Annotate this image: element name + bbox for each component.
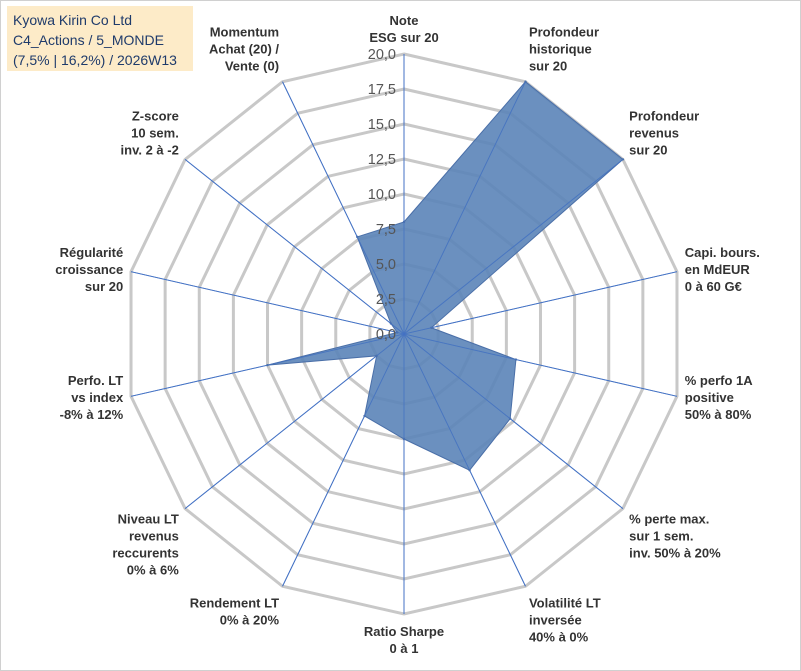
axis-label-line: revenus <box>629 125 679 140</box>
axis-label-line: vs index <box>71 390 124 405</box>
tick-label: 7,5 <box>376 222 396 238</box>
axis-label: % perfo 1A positive 50% à 80% <box>685 373 754 422</box>
axis-label-line: ESG sur 20 <box>369 30 438 45</box>
axis-label-line: 40% à 0% <box>529 629 589 644</box>
axis-label: Momentum Achat (20) / Vente (0) <box>209 25 279 74</box>
axis-label-line: % perte max. <box>629 512 709 527</box>
axis-label: % perte max. sur 1 sem. inv. 50% à 20% <box>629 512 721 561</box>
tick-label: 20,0 <box>368 47 396 63</box>
tick-label: 10,0 <box>368 187 396 203</box>
axis-spoke-overlay <box>403 333 678 397</box>
axis-label-line: Vente (0) <box>225 59 279 74</box>
axis-label-line: 50% à 80% <box>685 407 752 422</box>
tick-label: 2,5 <box>376 292 396 308</box>
axis-label-line: Volatilité LT <box>529 595 601 610</box>
axis-label-line: sur 20 <box>85 279 123 294</box>
axis-label: Volatilité LT inversée 40% à 0% <box>529 595 601 644</box>
weights-week-label: (7,5% | 16,2%) / 2026W13 <box>13 52 177 68</box>
axis-label-line: Régularité <box>60 245 124 260</box>
axis-label-line: Rendement LT <box>190 595 279 610</box>
axis-label-line: inversée <box>529 612 582 627</box>
axis-label: Rendement LT 0% à 20% <box>190 595 280 627</box>
series-area <box>267 81 624 471</box>
axis-label: Z-score 10 sem. inv. 2 à -2 <box>121 108 179 157</box>
axis-label-line: historique <box>529 42 592 57</box>
category-label: C4_Actions / 5_MONDE <box>13 32 164 48</box>
axis-label-line: Momentum <box>210 25 279 40</box>
axis-label-line: reccurents <box>112 546 178 561</box>
axis-label-line: Note <box>390 13 419 28</box>
axis-spoke-overlay <box>282 333 405 587</box>
axis-label-line: revenus <box>129 529 179 544</box>
axis-spoke-overlay <box>130 271 405 335</box>
axis-label-line: Achat (20) / <box>209 42 279 57</box>
axis-label: Note ESG sur 20 <box>369 13 438 45</box>
axis-label-line: % perfo 1A <box>685 373 754 388</box>
axis-label: Perfo. LT vs index -8% à 12% <box>60 373 124 422</box>
axis-label-line: -8% à 12% <box>60 407 124 422</box>
chart-title-box: Kyowa Kirin Co Ltd C4_Actions / 5_MONDE … <box>7 6 193 71</box>
axis-label: Profondeur historique sur 20 <box>529 25 599 74</box>
tick-label: 5,0 <box>376 257 396 273</box>
axis-label-line: 0% à 6% <box>127 563 179 578</box>
axis-label-line: Capi. bours. <box>685 245 760 260</box>
axis-label: Régularité croissance sur 20 <box>55 245 123 294</box>
axis-label: Niveau LT revenus reccurents 0% à 6% <box>112 512 179 578</box>
axis-label-line: inv. 2 à -2 <box>121 142 179 157</box>
radar-axis-labels: Note ESG sur 20 Profondeur historique sur 20… <box>55 13 760 656</box>
axis-label: Profondeur revenus sur 20 <box>629 108 699 157</box>
axis-spoke-overlay <box>403 271 678 335</box>
axis-label-line: sur 20 <box>629 142 667 157</box>
tick-label: 12,5 <box>368 152 396 168</box>
axis-label-line: sur 20 <box>529 59 567 74</box>
radar-tick-labels: 0,0 2,5 5,0 7,5 10,0 12,5 15,0 17,5 20,0 <box>368 47 396 343</box>
axis-label-line: inv. 50% à 20% <box>629 546 721 561</box>
axis-label-line: Ratio Sharpe <box>364 624 444 639</box>
axis-label-line: 0 à 1 <box>390 641 419 656</box>
axis-label-line: sur 1 sem. <box>629 529 693 544</box>
axis-label-line: Perfo. LT <box>68 373 123 388</box>
axis-label-line: Profondeur <box>529 25 599 40</box>
axis-spoke-overlay <box>403 81 526 335</box>
axis-label: Ratio Sharpe 0 à 1 <box>364 624 444 656</box>
tick-label: 15,0 <box>368 117 396 133</box>
axis-label-line: 0 à 60 G€ <box>685 279 742 294</box>
axis-label-line: positive <box>685 390 734 405</box>
axis-label-line: Profondeur <box>629 108 699 123</box>
axis-spoke-overlay <box>184 333 405 509</box>
axis-label-line: 0% à 20% <box>220 612 280 627</box>
axis-label-line: Z-score <box>132 108 179 123</box>
tick-label: 0,0 <box>376 327 396 343</box>
company-name: Kyowa Kirin Co Ltd <box>13 12 133 28</box>
axis-spoke-overlay <box>403 333 526 587</box>
radar-series <box>130 54 678 614</box>
axis-label-line: en MdEUR <box>685 262 751 277</box>
tick-label: 17,5 <box>368 82 396 98</box>
axis-label-line: croissance <box>55 262 123 277</box>
axis-label-line: 10 sem. <box>131 125 179 140</box>
axis-spoke-overlay <box>184 159 405 335</box>
axis-spoke-overlay <box>282 81 405 335</box>
axis-label: Capi. bours. en MdEUR 0 à 60 G€ <box>685 245 760 294</box>
axis-spoke-overlay <box>130 333 405 397</box>
axis-spoke-overlay <box>403 159 624 335</box>
axis-spoke-overlay <box>403 333 624 509</box>
axis-label-line: Niveau LT <box>118 512 179 527</box>
